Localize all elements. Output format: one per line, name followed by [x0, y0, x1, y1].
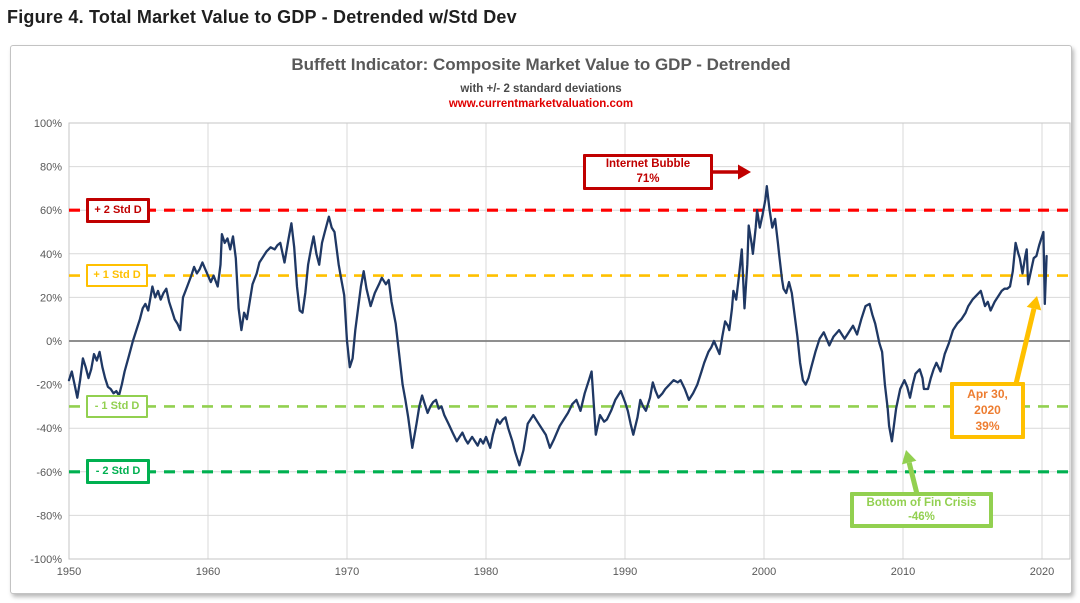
minus-2-std-label: - 2 Std D	[86, 459, 150, 485]
svg-text:100%: 100%	[34, 118, 62, 130]
annotation-text-line: Apr 30,	[967, 387, 1008, 401]
fin-crisis-annotation: Bottom of Fin Crisis -46%	[850, 492, 993, 528]
watermark-url: www.currentmarketvaluation.com	[448, 98, 634, 110]
svg-text:-60%: -60%	[36, 467, 62, 479]
annotation-text-line: Internet Bubble	[605, 158, 691, 170]
svg-text:1980: 1980	[474, 566, 498, 578]
minus-1-std-label: - 1 Std D	[86, 394, 148, 418]
figure-title: Figure 4. Total Market Value to GDP - De…	[7, 7, 517, 27]
svg-text:-100%: -100%	[30, 554, 62, 566]
annotation-text-line: 2020	[974, 403, 1001, 417]
svg-text:-80%: -80%	[36, 510, 62, 522]
svg-text:-20%: -20%	[36, 380, 62, 392]
chart-box: Buffett Indicator: Composite Market Valu…	[10, 45, 1072, 594]
svg-text:60%: 60%	[40, 205, 62, 217]
chart-subtitle: with +/- 2 standard deviations	[460, 83, 622, 95]
annotation-value: -46%	[908, 511, 935, 523]
svg-text:1970: 1970	[335, 566, 359, 578]
svg-text:-40%: -40%	[36, 423, 62, 435]
annotation-value: 71%	[636, 173, 660, 185]
svg-text:2000: 2000	[752, 566, 776, 578]
svg-text:1960: 1960	[196, 566, 220, 578]
plus-2-std-label: + 2 Std D	[86, 197, 150, 223]
apr-30-2020-annotation: Apr 30, 2020 39%	[950, 382, 1025, 439]
annotation-text-line: Bottom of Fin Crisis	[866, 497, 977, 509]
svg-text:80%: 80%	[40, 162, 62, 174]
plot-area: 100%80%60%40%20%0%-20%-40%-60%-80%-100%1…	[30, 118, 1071, 578]
svg-text:1950: 1950	[57, 566, 81, 578]
svg-text:2020: 2020	[1030, 566, 1054, 578]
svg-text:1990: 1990	[613, 566, 637, 578]
chart-title: Buffett Indicator: Composite Market Valu…	[291, 55, 791, 74]
svg-text:2010: 2010	[891, 566, 915, 578]
svg-text:20%: 20%	[40, 292, 62, 304]
internet-bubble-annotation: Internet Bubble 71%	[583, 154, 713, 190]
annotation-value: 39%	[975, 419, 1000, 433]
svg-text:0%: 0%	[46, 336, 62, 348]
svg-text:40%: 40%	[40, 249, 62, 261]
plus-1-std-label: + 1 Std D	[86, 264, 148, 288]
